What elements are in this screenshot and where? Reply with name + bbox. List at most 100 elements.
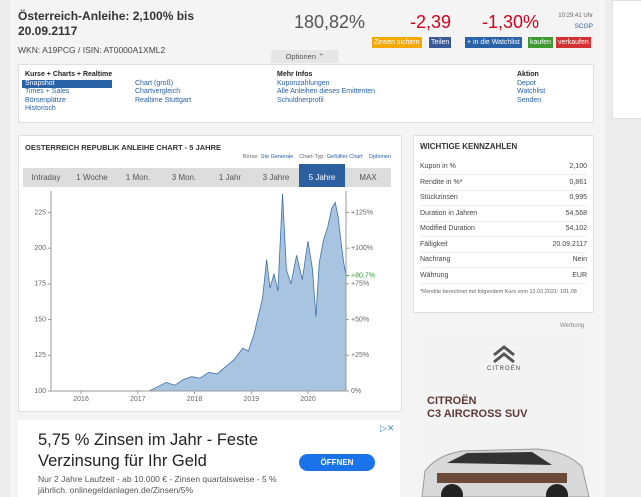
y-tick-label: 225 <box>34 209 46 216</box>
action-button[interactable]: kaufen <box>528 37 554 48</box>
kennzahl-row: Duration in Jahren 54,568 <box>420 206 587 222</box>
x-tick-label: 2018 <box>187 396 203 403</box>
chart-title: OESTERREICH REPUBLIK ANLEIHE CHART - 5 J… <box>25 143 221 152</box>
kennzahl-row: Fälligkeit 20.09.2117 <box>420 237 587 253</box>
chart-info-item[interactable]: Ste Generale <box>260 154 294 160</box>
nav-link[interactable]: Realtime Stuttgart <box>135 96 192 104</box>
kennzahl-row: Rendite in %* 0,861 <box>420 175 587 191</box>
kennzahl-label: Kupon in % <box>420 163 456 170</box>
chart-tab[interactable]: 5 Jahre <box>299 164 345 187</box>
brand-logo <box>493 345 515 364</box>
chart: 100 125 150 175 200 225 0% +25% +50% +75% +100% +12… <box>34 191 375 403</box>
kennzahl-value: EUR <box>572 271 587 279</box>
action-button[interactable]: + in die Watchlist <box>465 37 522 48</box>
ad-choices[interactable]: ▷✕ <box>380 423 395 433</box>
kennzahl-row: Stückzinsen 0,995 <box>420 190 587 206</box>
chart-tab[interactable]: 1 Woche <box>76 173 108 182</box>
time: 10:29:41 Uhr <box>558 13 593 19</box>
bottom-ad[interactable]: ▷✕ 5,75 % Zinsen im Jahr - Feste Verzins… <box>18 420 400 497</box>
chart-tab[interactable]: 3 Jahre <box>262 173 290 182</box>
chart-tab[interactable]: Intraday <box>31 173 61 182</box>
nav-link[interactable]: Börsenplätze <box>25 96 66 104</box>
nav-column: Mehr Infos Kuponzahlungen Alle Anleihen di… <box>277 71 375 105</box>
ad-headline: CITROËN <box>427 395 477 407</box>
nav-link[interactable]: Alle Anleihen dieses Emittenten <box>277 88 376 95</box>
chart-info-item[interactable]: Gefüllter Chart <box>326 154 363 160</box>
area <box>149 193 346 391</box>
nav-column: Aktion Depot Watchlist Senden <box>517 71 545 105</box>
kennzahl-value: 0,861 <box>569 178 587 186</box>
kennzahl-label: Stückzinsen <box>420 194 458 201</box>
nav-link[interactable]: Depot <box>517 79 536 87</box>
kennzahl-label: Modified Duration <box>420 225 475 232</box>
line <box>148 193 347 392</box>
kennzahlen-title: WICHTIGE KENNZAHLEN <box>420 142 518 151</box>
chart-info: Börse: Ste Generale Chart-Typ: Gefüllter Ch… <box>237 154 391 160</box>
options-tab[interactable]: Optionen ⌃ <box>271 50 339 63</box>
chart-panel: OESTERREICH REPUBLIK ANLEIHE CHART - 5 J… <box>18 135 402 412</box>
nav-link[interactable]: Times + Sales <box>25 88 70 95</box>
kennzahl-label: Duration in Jahren <box>420 209 478 217</box>
action-button[interactable]: Teilen <box>429 37 452 48</box>
kennzahl-value: 2,100 <box>569 163 587 170</box>
kennzahl-value: 20.09.2117 <box>552 240 587 248</box>
nav-column: Kurse + Charts + Realtime Snapshot Times +… <box>22 71 113 114</box>
current-label: +80,7% <box>351 273 375 280</box>
nav-link[interactable]: Chart (groß) <box>135 79 174 87</box>
kennzahl-row: Währung EUR <box>420 268 587 284</box>
x-tick-label: 2016 <box>73 396 89 403</box>
chart-tab[interactable]: MAX <box>359 173 377 182</box>
nav-link[interactable]: Schuldnerprofil <box>277 96 324 104</box>
chart-info-item: Börse: <box>242 154 259 160</box>
title: Österreich-Anleihe: 2,100% bis 20.09.211… <box>18 9 195 38</box>
brand: CITROËN <box>487 366 521 372</box>
nav-column: Chart (groß) Chartvergleich Realtime Stutt… <box>135 71 191 105</box>
chart-info-item: Chart-Typ: <box>299 154 325 160</box>
change: -2,39 <box>410 12 452 32</box>
action-button[interactable]: Zinsen sichern <box>372 37 422 48</box>
y-tick-label: 100 <box>34 388 46 395</box>
action-button[interactable]: verkaufen <box>556 37 591 48</box>
ad-button[interactable]: ÖFFNEN <box>299 454 375 471</box>
nav-link[interactable]: Historisch <box>25 105 56 112</box>
nav-heading: Kurse + Charts + Realtime <box>25 71 113 78</box>
chart-tab[interactable]: 1 Jahr <box>218 173 242 182</box>
ad-label: Werbung <box>560 323 585 329</box>
car <box>421 448 590 497</box>
nav-box: Kurse + Charts + Realtime Snapshot Times +… <box>18 64 594 123</box>
y-tick-label: 175 <box>34 281 46 288</box>
nav-heading: Mehr Infos <box>277 71 313 78</box>
y-tick-label: 200 <box>34 245 46 252</box>
nav-spacer <box>135 71 191 80</box>
ad-headline: C3 AIRCROSS SUV <box>427 408 528 420</box>
nav-link[interactable]: Watchlist <box>517 88 546 95</box>
y2-tick-label: +125% <box>351 209 373 216</box>
y2-tick-label: +100% <box>351 245 373 252</box>
nav-link[interactable]: Kuponzahlungen <box>277 79 330 87</box>
kennzahlen-note: *Rendite berechnet mit folgendem Kurs vo… <box>420 289 577 295</box>
nav-link[interactable]: Chartvergleich <box>135 88 181 95</box>
exchange: SCGP <box>574 23 593 30</box>
kennzahl-label: Rendite in %* <box>420 178 463 186</box>
nav-link[interactable]: Senden <box>517 96 542 104</box>
kennzahl-value: Nein <box>572 256 587 263</box>
y2-tick-label: +50% <box>351 316 369 323</box>
kennzahl-row: Nachrang Nein <box>420 252 587 268</box>
kennzahl-label: Nachrang <box>420 256 451 263</box>
chart-info-item[interactable]: Optionen <box>368 154 391 160</box>
ids: WKN: A19PCG / ISIN: AT0000A1XML2 <box>18 45 166 55</box>
kennzahl-value: 0,995 <box>569 194 587 201</box>
nav-link[interactable]: Snapshot <box>22 79 113 88</box>
y2-tick-label: +25% <box>351 352 369 359</box>
x-tick-label: 2019 <box>243 396 259 403</box>
x-tick-label: 2017 <box>130 396 146 403</box>
chart-tab[interactable]: 3 Mon. <box>171 173 197 182</box>
price: 180,82% <box>294 12 366 32</box>
tab-row: Intraday 1 Woche 1 Mon. 3 Mon. 1 Jahr 3 Jahre… <box>23 164 391 187</box>
options-label[interactable]: Optionen <box>285 52 317 61</box>
chart-tab[interactable]: 1 Mon. <box>125 173 151 182</box>
side-ad[interactable]: CITROËN CITROËN C3 AIRCROSS SUV <box>417 333 591 497</box>
y-tick-label: 125 <box>34 352 46 359</box>
kennzahl-label: Fälligkeit <box>420 240 448 248</box>
side-box <box>612 0 641 119</box>
